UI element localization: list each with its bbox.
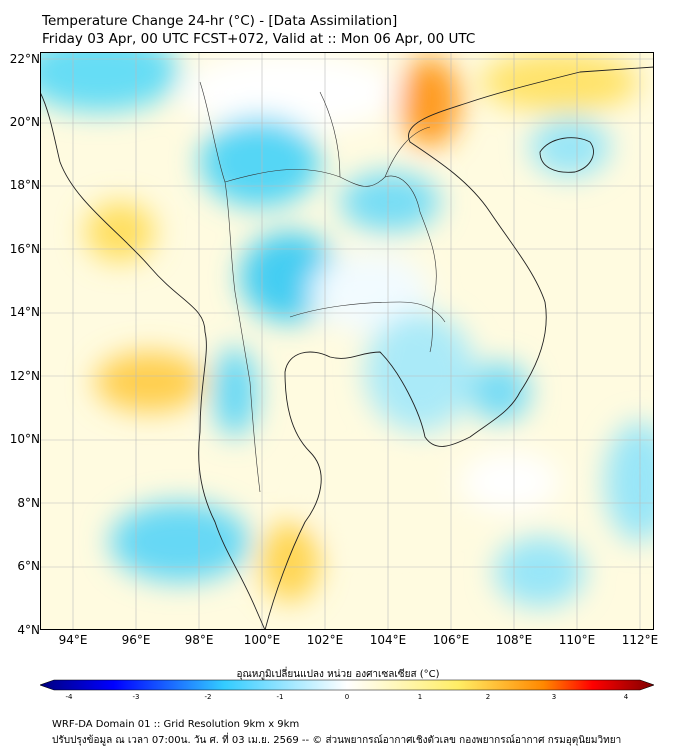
- border-cambodia: [289, 301, 446, 323]
- colorbar-gradient: [40, 679, 654, 691]
- cb-tick-m2: -2: [205, 693, 212, 701]
- cb-tick-m4: -4: [66, 693, 74, 701]
- colorbar: -4 -3 -2 -1 0 1 2 3 4: [40, 679, 654, 701]
- title-line-1: Temperature Change 24-hr (°C) - [Data As…: [42, 13, 398, 29]
- footer-line-1: WRF-DA Domain 01 :: Grid Resolution 9km …: [52, 719, 300, 730]
- lat-label-6: 6°N: [17, 559, 40, 573]
- coastline-east: [264, 66, 654, 630]
- lat-label-18: 18°N: [9, 178, 40, 192]
- cb-tick-1: 1: [418, 693, 422, 701]
- temperature-change-map: [40, 52, 654, 630]
- coastline-west: [40, 91, 266, 630]
- coastline-hainan: [539, 137, 594, 173]
- cb-tick-3: 3: [552, 693, 556, 701]
- lat-label-22: 22°N: [9, 52, 40, 66]
- border-north: [319, 91, 431, 178]
- map-frame: [40, 52, 654, 630]
- cb-tick-0: 0: [345, 693, 349, 701]
- cb-tick-m3: -3: [133, 693, 140, 701]
- country-borders: [199, 81, 446, 493]
- footer-line-2: ปรับปรุงข้อมูล ณ เวลา 07:00น. วัน ศ. ที่…: [52, 735, 622, 746]
- cb-tick-m1: -1: [277, 693, 284, 701]
- coastlines: [40, 66, 654, 630]
- lat-label-16: 16°N: [9, 242, 40, 256]
- lon-label-104: 104°E: [369, 633, 407, 647]
- lon-label-110: 110°E: [558, 633, 596, 647]
- map-gridlines: [40, 52, 654, 630]
- lat-label-12: 12°N: [9, 369, 40, 383]
- border-myanmar-thailand: [199, 81, 261, 493]
- lon-label-106: 106°E: [432, 633, 470, 647]
- lat-label-8: 8°N: [17, 496, 40, 510]
- border-laos: [224, 169, 437, 353]
- lon-label-96: 96°E: [121, 633, 151, 647]
- lon-label-102: 102°E: [306, 633, 344, 647]
- lon-label-100: 100°E: [243, 633, 281, 647]
- lon-label-112: 112°E: [621, 633, 659, 647]
- cb-tick-2: 2: [486, 693, 490, 701]
- colorbar-title: อุณหภูมิเปลี่ยนแปลง หน่วย องศาเซลเซียส (…: [236, 669, 440, 680]
- lon-label-98: 98°E: [184, 633, 214, 647]
- cb-tick-4: 4: [624, 693, 629, 701]
- lon-label-108: 108°E: [495, 633, 533, 647]
- lon-label-94: 94°E: [58, 633, 88, 647]
- lat-label-20: 20°N: [9, 115, 40, 129]
- lat-label-10: 10°N: [9, 432, 40, 446]
- chart-title: Temperature Change 24-hr (°C) - [Data As…: [42, 12, 475, 48]
- lat-label-14: 14°N: [9, 305, 40, 319]
- lat-label-4: 4°N: [17, 623, 40, 637]
- title-line-2: Friday 03 Apr, 00 UTC FCST+072, Valid at…: [42, 31, 476, 47]
